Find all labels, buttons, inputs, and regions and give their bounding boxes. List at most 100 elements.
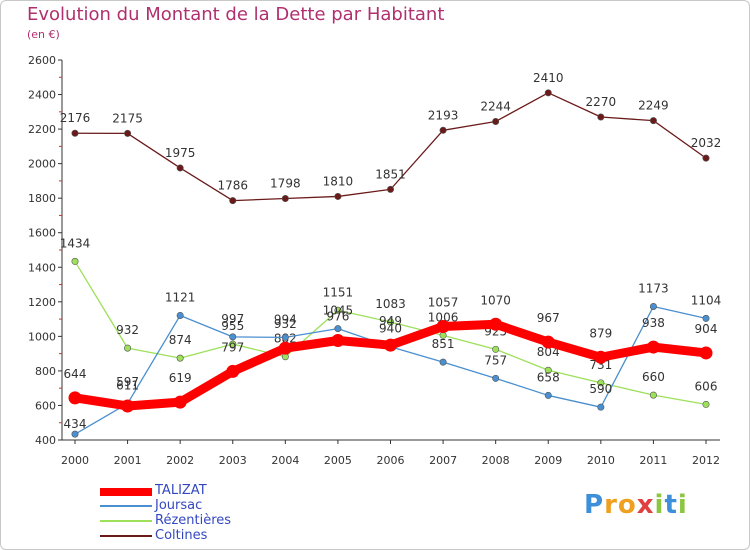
data-label: 1006 <box>428 310 459 324</box>
data-label: 997 <box>221 312 244 326</box>
data-point <box>492 117 500 125</box>
data-label: 1173 <box>638 281 669 295</box>
y-tick-label: 2000 <box>28 158 56 171</box>
x-tick-label: 2012 <box>692 454 720 467</box>
x-tick-label: 2010 <box>587 454 615 467</box>
chart-subtitle: (en €) <box>27 28 60 41</box>
data-point <box>597 113 605 121</box>
logo-letter: i <box>677 490 688 520</box>
data-point <box>68 391 82 405</box>
data-label: 955 <box>221 319 244 333</box>
data-label: 797 <box>221 340 244 354</box>
legend-swatch-joursac <box>100 505 152 507</box>
data-label: 2410 <box>533 71 564 85</box>
data-point <box>176 311 184 319</box>
data-point <box>334 192 342 200</box>
legend-item-talizat: TALIZAT <box>100 483 320 499</box>
data-label: 590 <box>589 382 612 396</box>
data-label: 938 <box>642 316 665 330</box>
data-point <box>229 333 237 341</box>
logo-letter: r <box>604 490 618 520</box>
data-point <box>436 320 450 334</box>
x-tick-label: 2000 <box>61 454 89 467</box>
x-tick-label: 2004 <box>271 454 299 467</box>
data-point <box>544 366 552 374</box>
data-label: 1810 <box>323 174 354 188</box>
legend-item-rezentieres: Rézentières <box>100 513 320 529</box>
data-label: 1045 <box>323 304 354 318</box>
data-point <box>649 117 657 125</box>
data-point <box>334 325 342 333</box>
data-point <box>384 338 397 352</box>
data-label: 731 <box>589 358 612 372</box>
data-label: 2032 <box>691 136 722 150</box>
legend-label-joursac: Joursac <box>155 498 203 513</box>
data-point <box>699 346 713 360</box>
data-label: 2193 <box>428 108 459 122</box>
x-tick-label: 2006 <box>377 454 405 467</box>
data-label: 644 <box>64 367 87 381</box>
data-label: 1083 <box>375 297 406 311</box>
x-tick-label: 2011 <box>639 454 667 467</box>
data-label: 940 <box>379 322 402 336</box>
data-label: 1057 <box>428 296 459 310</box>
y-tick-label: 2200 <box>28 123 56 136</box>
y-tick-label: 1600 <box>28 227 56 240</box>
x-tick-label: 2003 <box>219 454 247 467</box>
data-point <box>439 358 447 366</box>
y-tick-label: 600 <box>35 399 56 412</box>
data-label: 1070 <box>480 293 511 307</box>
y-tick-label: 2600 <box>28 54 56 67</box>
logo-letter: i <box>654 490 665 520</box>
x-tick-label: 2008 <box>482 454 510 467</box>
proxiti-logo: Proxiti <box>584 490 688 520</box>
y-tick-label: 800 <box>35 365 56 378</box>
data-label: 1121 <box>165 290 196 304</box>
data-label: 2176 <box>60 111 91 125</box>
data-label: 967 <box>537 311 560 325</box>
data-label: 611 <box>116 379 139 393</box>
data-point <box>71 430 79 438</box>
x-tick-label: 2002 <box>166 454 194 467</box>
data-point <box>439 126 447 134</box>
chart-title: Evolution du Montant de la Dette par Hab… <box>27 4 445 25</box>
data-label: 2249 <box>638 99 669 113</box>
data-point <box>541 335 555 349</box>
data-point <box>173 395 187 409</box>
data-point <box>278 341 292 355</box>
legend-item-coltines: Coltines <box>100 528 320 544</box>
data-point <box>176 354 184 362</box>
data-point <box>71 129 79 137</box>
x-tick-label: 2005 <box>324 454 352 467</box>
data-point <box>334 306 342 314</box>
y-tick-label: 1800 <box>28 192 56 205</box>
data-point <box>124 129 132 137</box>
data-label: 2175 <box>112 111 143 125</box>
legend-swatch-rezentieres <box>100 520 152 522</box>
data-point <box>121 399 135 413</box>
data-label: 660 <box>642 370 665 384</box>
y-tick-label: 1200 <box>28 296 56 309</box>
data-label: 757 <box>484 353 507 367</box>
data-point <box>226 364 240 378</box>
logo-letter: o <box>617 490 637 520</box>
data-label: 949 <box>379 314 402 328</box>
data-label: 851 <box>432 337 455 351</box>
data-label: 1975 <box>165 146 196 160</box>
legend-label-talizat: TALIZAT <box>155 483 207 498</box>
data-point <box>649 391 657 399</box>
y-tick-label: 1000 <box>28 330 56 343</box>
data-label: 932 <box>116 323 139 337</box>
y-tick-label: 400 <box>35 434 56 447</box>
data-point <box>594 350 608 364</box>
x-tick-label: 2001 <box>114 454 142 467</box>
data-point <box>281 195 289 203</box>
y-tick-label: 2400 <box>28 89 56 102</box>
data-label: 658 <box>537 370 560 384</box>
data-label: 1851 <box>375 167 406 181</box>
data-point <box>386 318 394 326</box>
logo-letter: x <box>636 490 655 520</box>
data-label: 1151 <box>323 285 354 299</box>
data-point <box>702 400 710 408</box>
